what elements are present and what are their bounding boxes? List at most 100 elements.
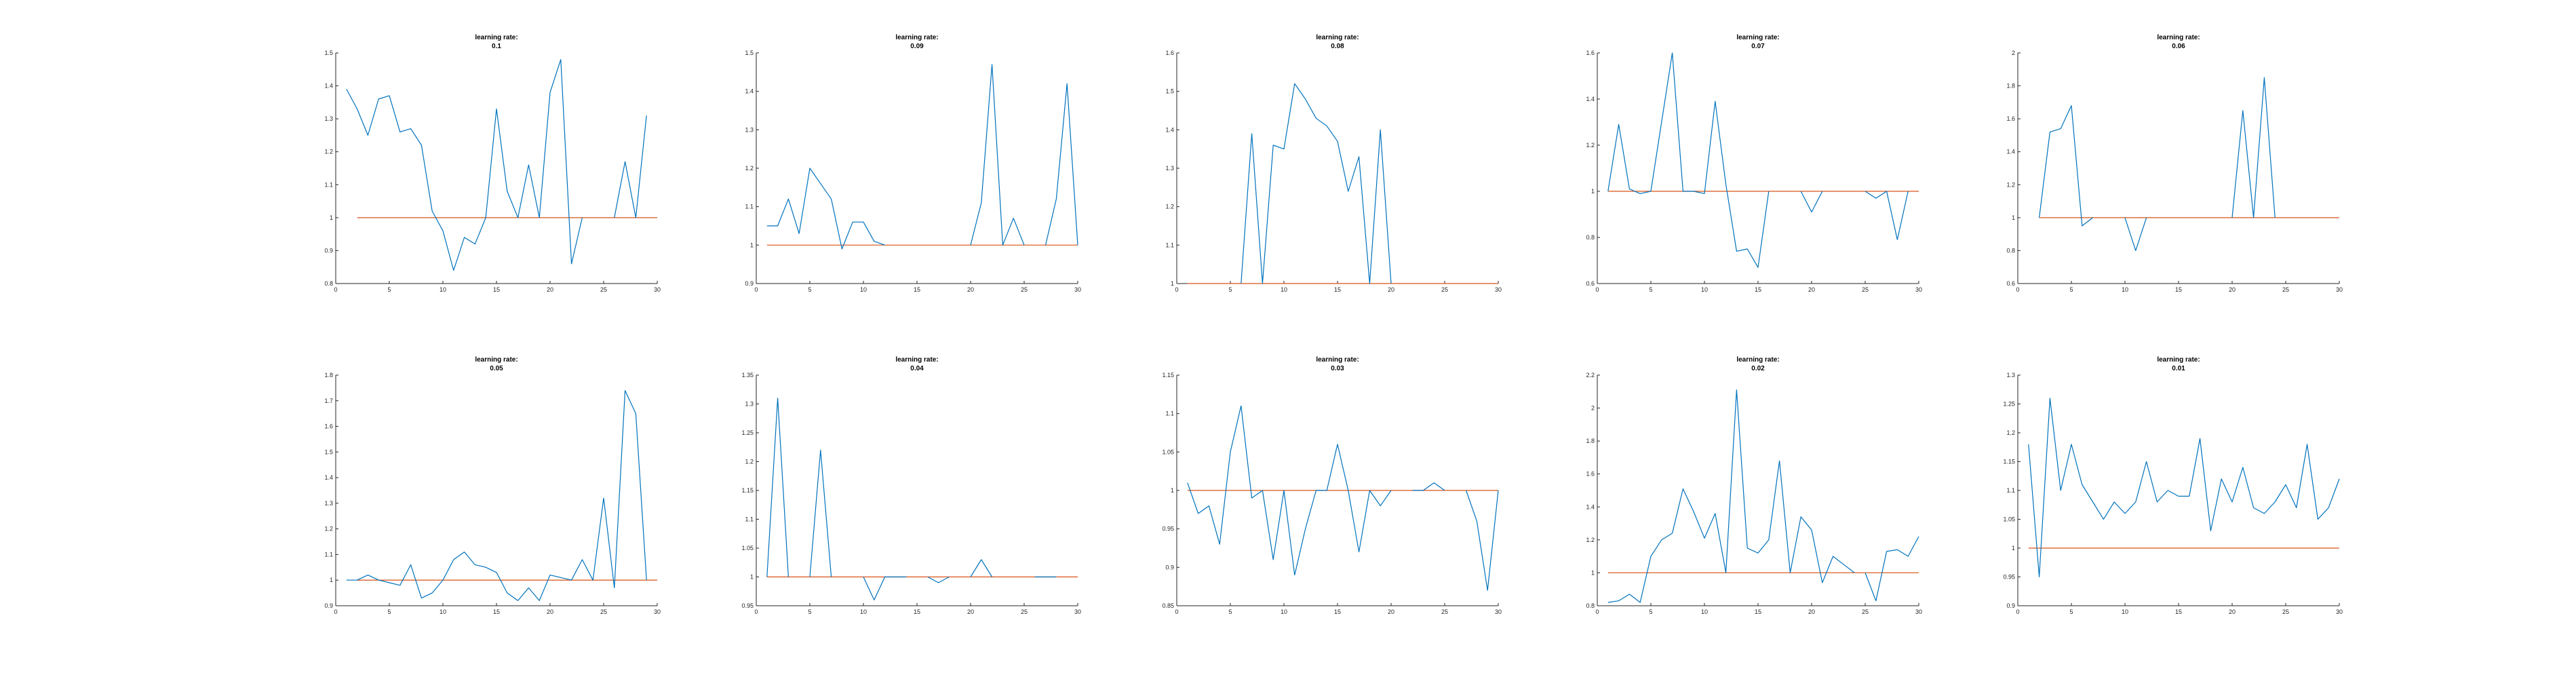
y-tick-label: 2.2	[1586, 372, 1595, 379]
x-tick-label: 5	[1649, 608, 1652, 615]
x-tick-label: 0	[1595, 286, 1599, 293]
y-tick-label: 1	[2012, 545, 2015, 551]
subplot-title-line1: learning rate:	[1736, 356, 1779, 364]
y-tick-label: 0.8	[2006, 247, 2015, 254]
x-tick-label: 15	[914, 608, 920, 615]
x-tick-label: 30	[1915, 286, 1922, 293]
y-tick-label: 1.25	[2003, 401, 2015, 408]
x-tick-label: 5	[1649, 286, 1652, 293]
x-tick-label: 0	[1595, 608, 1599, 615]
y-tick-label: 1.1	[1165, 410, 1174, 417]
subplot-title-line1: learning rate:	[895, 34, 938, 41]
y-tick-label: 1.6	[1586, 471, 1595, 478]
subplot: learning rate: 0.1 0 5 10 15 20 25 30 0.8 0.9 1 1.1 1…	[324, 34, 661, 293]
x-tick-label: 15	[2175, 608, 2182, 615]
series-line	[970, 64, 1025, 246]
x-tick-label: 10	[1701, 286, 1708, 293]
x-tick-label: 0	[754, 608, 758, 615]
y-tick-label: 2	[2012, 50, 2015, 56]
y-tick-label: 1.7	[324, 397, 333, 404]
y-tick-label: 1.25	[741, 429, 754, 436]
subplot-grid: learning rate:0.10 5 10 15 20 25 300.80.911.11…	[324, 34, 2343, 615]
x-tick-label: 25	[1862, 608, 1869, 615]
y-tick-label: 1.1	[324, 551, 333, 558]
subplot-title-line1: learning rate:	[1316, 34, 1359, 41]
x-tick-label: 0	[334, 608, 337, 615]
subplot-title-line2: 0.06	[2172, 43, 2185, 50]
series-line	[1607, 52, 1770, 268]
series-line	[1865, 536, 1919, 602]
y-tick-label: 1.8	[324, 372, 333, 379]
series-line	[766, 168, 885, 250]
y-tick-label: 1.2	[2006, 429, 2015, 436]
y-tick-label: 1.2	[324, 526, 333, 532]
x-tick-label: 5	[2069, 286, 2073, 293]
y-tick-label: 1	[1171, 280, 1174, 287]
subplot-title-line1: learning rate:	[475, 356, 518, 364]
series-line	[1412, 482, 1445, 491]
subplot: learning rate:0.01 0 5 10 15 20 25 30 0.9 0.95 1 1.…	[2003, 356, 2343, 615]
x-tick-label: 20	[547, 286, 553, 293]
y-tick-label: 1.6	[1165, 50, 1174, 56]
x-tick-label: 15	[1755, 286, 1761, 293]
series-line	[1045, 83, 1078, 246]
y-tick-label: 1	[2012, 214, 2015, 221]
x-tick-label: 15	[1755, 608, 1761, 615]
y-tick-label: 1.6	[2006, 115, 2015, 122]
x-tick-label: 25	[600, 608, 607, 615]
subplot-title-line2: 0.03	[1331, 365, 1344, 372]
x-tick-label: 30	[2336, 608, 2343, 615]
y-tick-label: 1.3	[745, 126, 754, 133]
y-tick-label: 0.9	[324, 247, 333, 254]
y-tick-label: 0.95	[1162, 526, 1174, 532]
x-tick-label: 20	[2229, 608, 2236, 615]
subplot-title-line2: 0.02	[1751, 365, 1765, 372]
x-tick-label: 30	[1495, 608, 1502, 615]
x-tick-label: 30	[2336, 286, 2343, 293]
x-tick-label: 15	[493, 286, 500, 293]
series-line	[1865, 191, 1909, 240]
series-line	[346, 59, 583, 271]
y-tick-label: 0.95	[741, 602, 754, 609]
x-tick-label: 5	[2069, 608, 2073, 615]
x-tick-label: 30	[1074, 608, 1081, 615]
y-tick-label: 1.5	[324, 50, 333, 56]
subplot-title-line1: learning rate:	[2157, 34, 2200, 41]
x-tick-label: 5	[1228, 286, 1232, 293]
series-line	[1241, 83, 1392, 284]
series-line	[2039, 105, 2093, 227]
y-tick-label: 1.4	[324, 83, 333, 90]
y-tick-label: 1.5	[745, 50, 754, 56]
series-line	[1187, 405, 1392, 576]
y-tick-label: 1.3	[1165, 165, 1174, 172]
x-tick-label: 10	[1281, 608, 1287, 615]
y-tick-label: 1.4	[2006, 149, 2015, 155]
y-tick-label: 1.6	[324, 423, 333, 430]
y-tick-label: 0.9	[324, 602, 333, 609]
subplot: learning rate: 0.06 0 5 10 15 20 25 30 0.6 0.8 1 1.2…	[2006, 34, 2343, 293]
y-tick-label: 0.9	[2006, 602, 2015, 609]
y-tick-label: 1.3	[324, 500, 333, 507]
y-tick-label: 0.9	[1165, 564, 1174, 570]
x-tick-label: 0	[1175, 286, 1178, 293]
y-tick-label: 1.15	[741, 487, 754, 494]
series-line	[766, 397, 789, 577]
y-tick-label: 0.8	[1586, 234, 1595, 241]
subplot: learning rate: 0.09 0 5 10 15 20 25 30 0.9 1 1.1 1.2…	[745, 34, 1081, 293]
x-tick-label: 20	[967, 608, 974, 615]
subplot: learning rate: 0.08 0 5 10 15 20 25 30 1 1.1 1.2 1.3…	[1165, 34, 1502, 293]
x-tick-label: 5	[387, 286, 391, 293]
series-line	[863, 576, 907, 601]
x-tick-label: 5	[808, 608, 811, 615]
x-tick-label: 20	[1808, 608, 1815, 615]
y-tick-label: 1.2	[1586, 537, 1595, 543]
subplot-title-line2: 0.07	[1751, 43, 1765, 50]
series-line	[1607, 389, 1855, 603]
y-tick-label: 1.05	[2003, 516, 2015, 523]
y-tick-label: 1.2	[1586, 142, 1595, 149]
y-tick-label: 1.4	[1586, 503, 1595, 510]
subplot: learning rate:0.05 0 5 10 15 20 25 30 0.9 1 1.1 1.2…	[324, 356, 661, 615]
x-tick-label: 20	[1388, 608, 1394, 615]
y-tick-label: 2	[1591, 405, 1595, 412]
